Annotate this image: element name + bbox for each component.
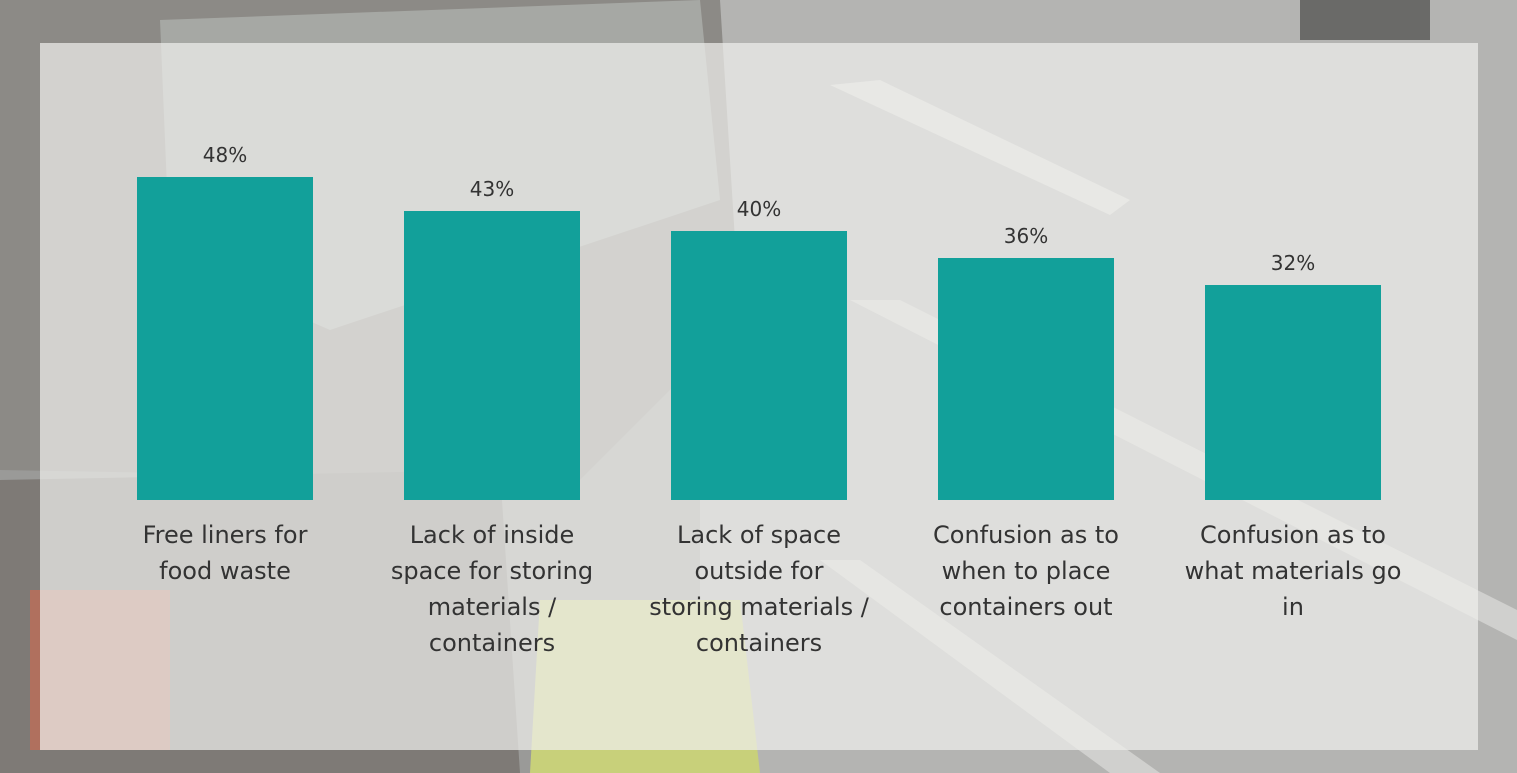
value-label: 48% — [202, 143, 248, 167]
bar — [671, 230, 847, 500]
category-label: Confusion as to what materials go in — [1184, 521, 1402, 621]
bar — [404, 210, 580, 500]
bar — [1205, 284, 1381, 500]
category-label: Lack of space outside for storing materi… — [649, 521, 869, 657]
category-label: Confusion as to when to place containers… — [933, 521, 1119, 621]
value-label: 40% — [736, 196, 782, 221]
value-label: 36% — [1003, 223, 1049, 248]
value-label: 43% — [469, 176, 515, 201]
value-label: 32% — [1270, 250, 1316, 275]
bar — [137, 177, 313, 500]
bar — [938, 257, 1114, 500]
category-label: Free liners for food waste — [142, 521, 308, 585]
category-label: Lack of inside space for storing materia… — [390, 521, 594, 657]
